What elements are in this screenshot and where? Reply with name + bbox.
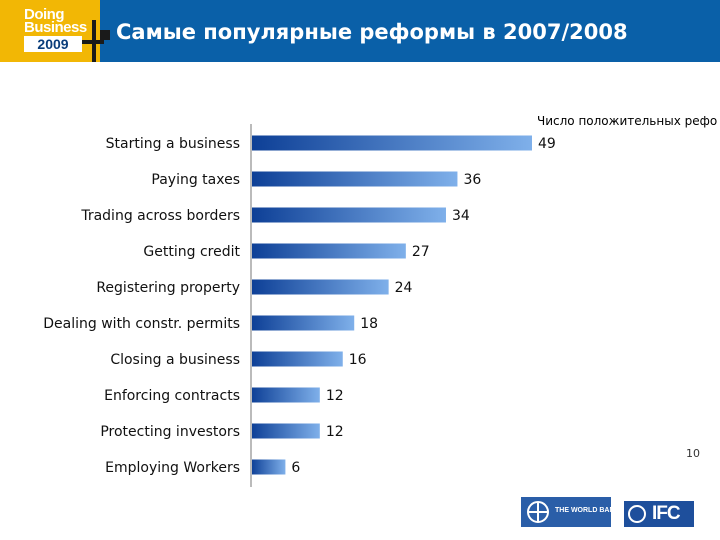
value-label: 12 xyxy=(326,388,344,404)
category-label: Registering property xyxy=(96,280,240,296)
world-bank-globe-icon xyxy=(527,501,549,523)
value-label: 49 xyxy=(538,136,556,152)
doing-business-logo: Doing Business 2009 xyxy=(0,0,100,62)
ifc-text: IFC xyxy=(652,503,681,524)
value-label: 24 xyxy=(395,280,413,296)
category-label: Trading across borders xyxy=(80,208,240,224)
chart-subtitle: Число положительных рефо xyxy=(537,114,718,128)
logo-text-business: Business xyxy=(24,19,87,36)
category-label: Getting credit xyxy=(143,244,240,260)
logo-cross-horizontal xyxy=(82,40,104,44)
value-label: 27 xyxy=(412,244,430,260)
bar xyxy=(251,279,389,295)
header-bar: Doing Business 2009 Самые популярные реф… xyxy=(0,0,720,62)
world-bank-logo: THE WORLD BANK xyxy=(521,497,620,527)
bar xyxy=(251,351,343,367)
category-label: Enforcing contracts xyxy=(104,388,240,404)
bar xyxy=(251,459,286,475)
value-label: 36 xyxy=(463,172,481,188)
bar xyxy=(251,387,320,403)
value-label: 34 xyxy=(452,208,470,224)
logo-text-doing: Doing xyxy=(24,6,65,23)
ifc-globe-icon xyxy=(628,505,646,523)
bar xyxy=(251,171,458,187)
bar xyxy=(251,243,406,259)
bar xyxy=(251,207,446,223)
category-label: Dealing with constr. permits xyxy=(43,316,240,332)
ifc-logo: IFC xyxy=(624,501,694,527)
category-label: Employing Workers xyxy=(105,460,240,476)
value-label: 6 xyxy=(291,460,300,476)
value-label: 18 xyxy=(360,316,378,332)
category-label: Protecting investors xyxy=(100,424,240,440)
bar xyxy=(251,423,320,439)
category-label: Closing a business xyxy=(110,352,240,368)
bar xyxy=(251,135,532,151)
category-label: Starting a business xyxy=(106,136,240,152)
page-number: 10 xyxy=(686,447,700,460)
category-label: Paying taxes xyxy=(151,172,240,188)
bar-chart: Starting a business 49 Paying taxes 36 Tradi… xyxy=(43,124,556,487)
logo-square xyxy=(100,30,110,40)
world-bank-text: THE WORLD BANK xyxy=(555,507,620,514)
page-title: Самые популярные реформы в 2007/2008 xyxy=(116,20,628,44)
logo-year: 2009 xyxy=(24,36,82,52)
value-label: 12 xyxy=(326,424,344,440)
bar xyxy=(251,315,355,331)
value-label: 16 xyxy=(349,352,367,368)
